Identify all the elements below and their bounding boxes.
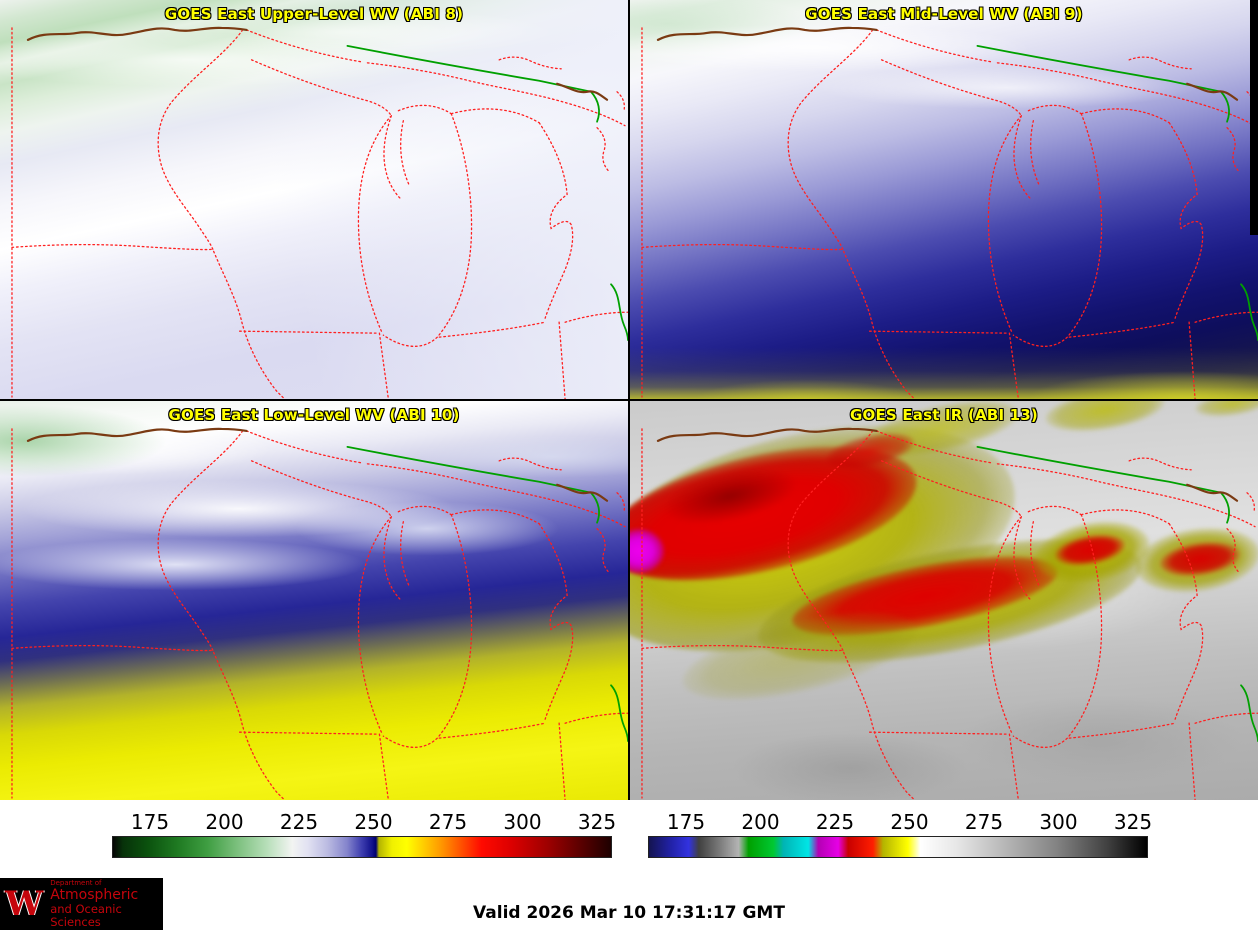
wv-colorbar-ticks: 175 200 225 250 275 300 325 [112, 808, 616, 836]
logo-dept-line: Department of [50, 878, 102, 887]
state-boundaries-overlay [641, 427, 1258, 800]
colorbar-section: 175 200 225 250 275 300 325 175 200 225 250 275 300… [0, 800, 1258, 878]
colorbar-tick-label: 175 [666, 810, 706, 834]
panel-mid-level-wv: GOES East Mid-Level WV (ABI 9) [630, 0, 1258, 399]
uw-crest-w-icon: W [5, 884, 44, 924]
colorbar-tick-label: 225 [279, 810, 319, 834]
no-data-edge [1250, 0, 1258, 235]
colorbar-tick-label: 225 [815, 810, 855, 834]
map-overlay-slot [630, 401, 1258, 800]
satellite-imagery-abi10 [0, 401, 628, 800]
ir-colorbar [648, 836, 1148, 858]
border-river-brown [656, 26, 1239, 101]
panel-title-abi13: GOES East IR (ABI 13) [849, 406, 1038, 424]
state-boundaries-overlay [641, 26, 1258, 399]
panel-title-abi9: GOES East Mid-Level WV (ABI 9) [805, 5, 1083, 23]
map-overlay-slot [630, 0, 1258, 399]
map-overlay-slot [0, 401, 628, 800]
colorbar-tick-label: 175 [130, 810, 170, 834]
state-borders-dotted [11, 27, 628, 399]
river-lines-green [346, 445, 628, 743]
footer: W Department of Atmospheric and Oceanic … [0, 878, 1258, 930]
wv-colorbar [112, 836, 612, 858]
uw-aos-logo: W Department of Atmospheric and Oceanic … [0, 878, 163, 930]
state-boundaries-overlay [11, 26, 628, 399]
state-borders-dotted [641, 428, 1258, 800]
colorbar-tick-label: 325 [577, 810, 617, 834]
state-borders-dotted [11, 428, 628, 800]
river-lines-green [976, 445, 1258, 743]
panel-title-abi10: GOES East Low-Level WV (ABI 10) [168, 406, 460, 424]
valid-timestamp: Valid 2026 Mar 10 17:31:17 GMT [473, 903, 785, 923]
colorbar-tick-label: 275 [428, 810, 468, 834]
logo-name-line1: Atmospheric [50, 886, 139, 903]
wv-colorbar-group: 175 200 225 250 275 300 325 [112, 808, 616, 878]
colorbar-tick-label: 200 [205, 810, 244, 834]
colorbar-tick-label: 250 [354, 810, 393, 834]
satellite-panel-grid: GOES East Upper-Level WV (ABI 8) [0, 0, 1258, 800]
state-borders-dotted [641, 27, 1258, 399]
panel-low-level-wv: GOES East Low-Level WV (ABI 10) [0, 401, 628, 800]
river-lines-green [976, 44, 1258, 342]
border-river-brown [26, 427, 609, 502]
map-overlay-slot [0, 0, 628, 399]
colorbar-tick-label: 275 [964, 810, 1004, 834]
colorbar-tick-label: 200 [741, 810, 780, 834]
colorbar-tick-label: 300 [1039, 810, 1078, 834]
ir-colorbar-ticks: 175 200 225 250 275 300 325 [648, 808, 1152, 836]
border-river-brown [656, 427, 1239, 502]
colorbar-tick-label: 300 [503, 810, 542, 834]
panel-title-abi8: GOES East Upper-Level WV (ABI 8) [164, 5, 464, 23]
satellite-imagery-abi9 [630, 0, 1258, 399]
colorbar-tick-label: 250 [890, 810, 929, 834]
panel-upper-level-wv: GOES East Upper-Level WV (ABI 8) [0, 0, 628, 399]
ir-colorbar-group: 175 200 225 250 275 300 325 [648, 808, 1152, 878]
logo-text: Department of Atmospheric and Oceanic Sc… [50, 879, 163, 930]
panel-ir: GOES East IR (ABI 13) [630, 401, 1258, 800]
border-river-brown [26, 26, 609, 101]
satellite-imagery-abi8 [0, 0, 628, 399]
river-lines-green [346, 44, 628, 342]
state-boundaries-overlay [11, 427, 628, 800]
satellite-imagery-abi13 [630, 401, 1258, 800]
logo-name-line2: and Oceanic Sciences [50, 901, 122, 930]
colorbar-tick-label: 325 [1113, 810, 1153, 834]
